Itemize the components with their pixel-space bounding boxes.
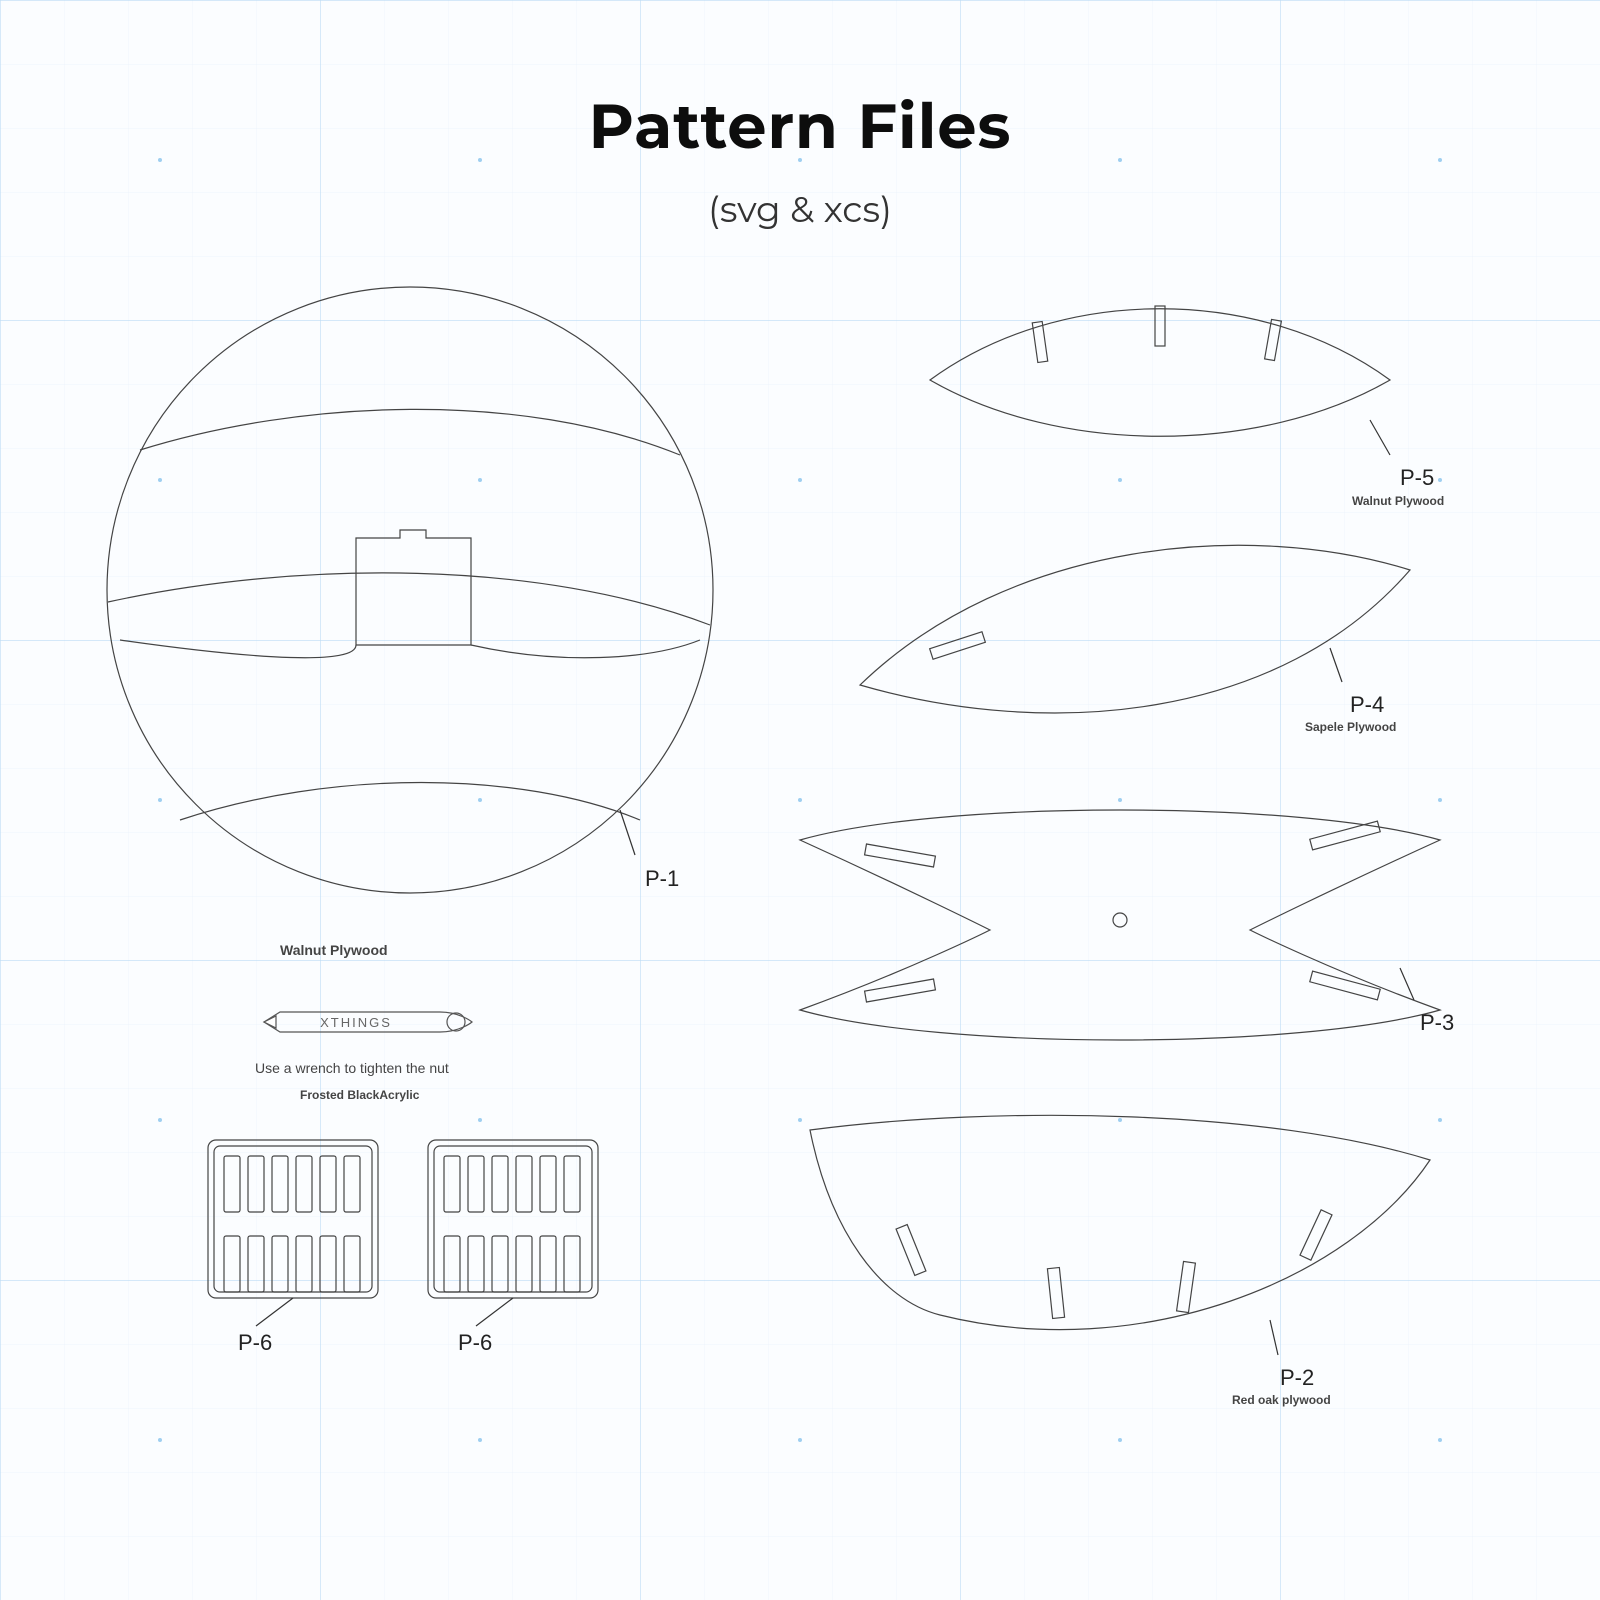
pattern-canvas: Pattern Files (svg & xcs) P-1 Walnut Ply… (0, 0, 1600, 1600)
label-p6-a: P-6 (238, 1330, 272, 1356)
piece-p6 (0, 0, 1600, 1600)
label-p6-b: P-6 (458, 1330, 492, 1356)
